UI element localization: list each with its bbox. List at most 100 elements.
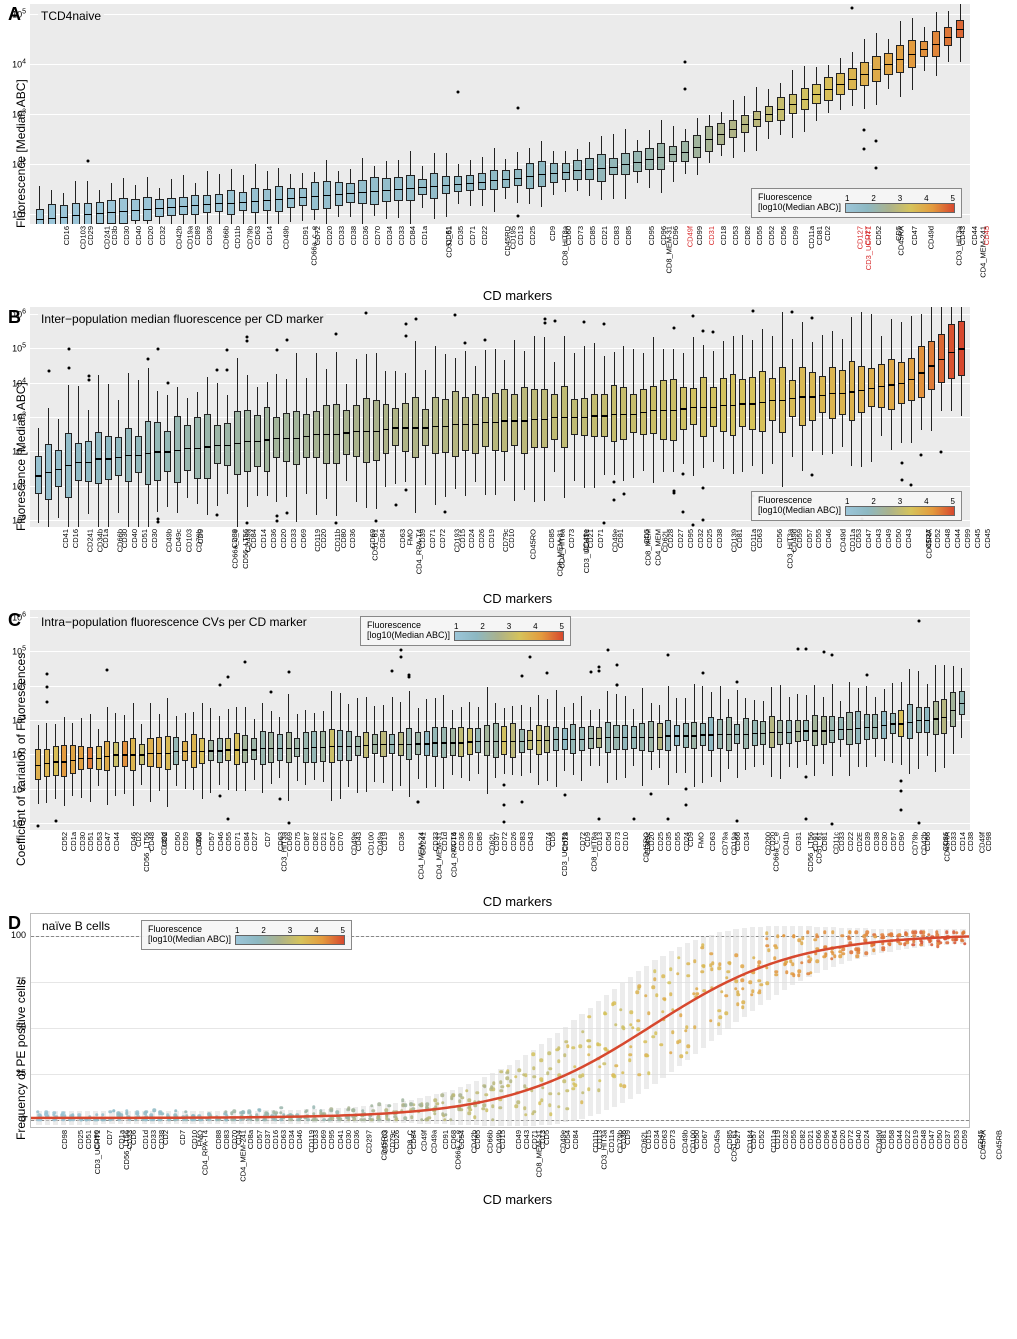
x-tick: CD13 xyxy=(595,1130,604,1149)
box xyxy=(72,203,80,224)
y-tick: 0 xyxy=(21,1114,26,1124)
x-tick: CD9 xyxy=(583,832,592,847)
x-tick: CD30 xyxy=(150,529,159,548)
x-tick: CD28 xyxy=(561,832,570,851)
x-tick: CD69 xyxy=(299,529,308,548)
x-axis-label: CD markers xyxy=(30,1192,1005,1207)
x-tick: CD20 xyxy=(325,226,334,245)
x-tick: CD19 xyxy=(487,529,496,548)
y-tick: 102 xyxy=(12,749,26,760)
x-tick: CD37 xyxy=(924,529,933,548)
y-tick: 102 xyxy=(12,159,26,170)
x-tick: CD16 xyxy=(62,226,71,245)
x-tick: CD241 xyxy=(85,529,94,552)
x-tick: CD63 xyxy=(755,529,764,548)
x-tick: CD47 xyxy=(911,226,920,245)
x-tick: CD100 xyxy=(367,832,376,855)
x-tick: CD5 xyxy=(548,832,557,847)
x-tick: CD16 xyxy=(71,529,80,548)
y-tick: 105 xyxy=(12,343,26,354)
x-tick: CD7 xyxy=(263,832,272,847)
x-tick: CD71 xyxy=(468,226,477,245)
gradient-bar xyxy=(845,203,955,213)
x-tick: CD84 xyxy=(409,1130,418,1149)
x-tick: CD36 xyxy=(457,832,466,851)
x-tick: CD33 xyxy=(837,832,846,851)
x-tick: CD69 xyxy=(369,529,378,548)
y-tick: 101 xyxy=(12,783,26,794)
color-legend: Fluorescence[log10(Median ABC)]12345 xyxy=(360,616,571,646)
x-tick: CD38 xyxy=(716,529,725,548)
x-tick: CD9 xyxy=(548,226,557,241)
x-tick: CD26 xyxy=(393,1130,402,1149)
x-tick: CD99 xyxy=(695,226,704,245)
x-tick: CD27 xyxy=(863,226,872,245)
x-tick: CD98 xyxy=(60,1130,69,1149)
x-tick: CD52 xyxy=(757,1130,766,1149)
plot-area: naïve B cellsFluorescence[log10(Median A… xyxy=(30,913,970,1128)
y-tick: 75 xyxy=(16,976,26,986)
x-tick: CD36 xyxy=(206,226,215,245)
x-tick: CD2 xyxy=(134,832,143,847)
x-tick: CD85 xyxy=(475,832,484,851)
x-tick: CD1d xyxy=(440,832,449,851)
x-tick: CD98 xyxy=(984,832,993,851)
x-tick: CD70 xyxy=(337,832,346,851)
x-tick: CD43 xyxy=(354,832,363,851)
x-tick: CD79a xyxy=(721,832,730,855)
x-tick: CD59 xyxy=(795,529,804,548)
x-tick: CD91 xyxy=(301,226,310,245)
x-tick: CD41b xyxy=(781,832,790,855)
x-tick: CD27 xyxy=(733,1130,742,1149)
x-tick: CD45 xyxy=(982,226,991,245)
x-tick: CD30 xyxy=(880,832,889,851)
x-tick: CD84 xyxy=(250,529,259,548)
x-tick: CD30 xyxy=(122,226,131,245)
x-tick: CD59 xyxy=(181,832,190,851)
x-tick: CD43 xyxy=(527,832,536,851)
x-tick: CD52 xyxy=(767,226,776,245)
y-tick: 103 xyxy=(12,412,26,423)
x-tick: CD33 xyxy=(949,832,958,851)
y-tick: 25 xyxy=(16,1068,26,1078)
x-tick: CD96 xyxy=(672,226,681,245)
x-tick: CD91 xyxy=(616,529,625,548)
x-tick: CD36 xyxy=(397,832,406,851)
x-tick: CD56 xyxy=(779,226,788,245)
x-tick: CD2 xyxy=(161,1130,170,1145)
x-tick: CD11b xyxy=(233,226,242,249)
x-tick: CD55 xyxy=(755,226,764,245)
x-tick: CD89 xyxy=(230,529,239,548)
x-tick: CD25 xyxy=(528,226,537,245)
panel-B: BFluorescence [Median ABC]10010110210310… xyxy=(12,307,1005,606)
x-tick: CD30 xyxy=(121,529,130,548)
x-tick: CD22 xyxy=(480,226,489,245)
x-tick: CD1a xyxy=(101,529,110,548)
x-tick: CD6 xyxy=(194,832,203,847)
x-tick: CD49a xyxy=(429,1130,438,1153)
x-tick: CD82 xyxy=(743,226,752,245)
x-tick: CD39 xyxy=(418,529,427,548)
x-tick: CD59 xyxy=(960,1130,969,1149)
x-tick: CD31 xyxy=(707,226,716,245)
x-tick: CD57 xyxy=(207,832,216,851)
x-tick: CD26 xyxy=(478,529,487,548)
x-tick: CD47 xyxy=(864,529,873,548)
x-tick: CD6 xyxy=(129,1130,138,1145)
x-tick: CD95 xyxy=(648,226,657,245)
x-tick: CD24 xyxy=(863,1130,872,1149)
x-tick: CD53 xyxy=(854,529,863,548)
x-tick: CD40 xyxy=(131,529,140,548)
color-legend: Fluorescence[log10(Median ABC)]12345 xyxy=(751,188,962,218)
x-tick: CD38 xyxy=(349,226,358,245)
x-tick: CD44 xyxy=(970,226,979,245)
x-tick: CD21 xyxy=(587,529,596,548)
plot-title: Intra−population fluorescence CVs per CD… xyxy=(38,614,310,630)
x-tick: CD5d xyxy=(604,832,613,851)
legend-title: Fluorescence[log10(Median ABC)] xyxy=(367,620,450,640)
x-tick: CD103 xyxy=(184,529,193,552)
panel-C: CCoefficient of variation of Fluorescenc… xyxy=(12,610,1005,909)
y-tick: 100 xyxy=(11,930,26,940)
x-tick: CD27 xyxy=(250,832,259,851)
x-tick: CD66b xyxy=(222,226,231,249)
